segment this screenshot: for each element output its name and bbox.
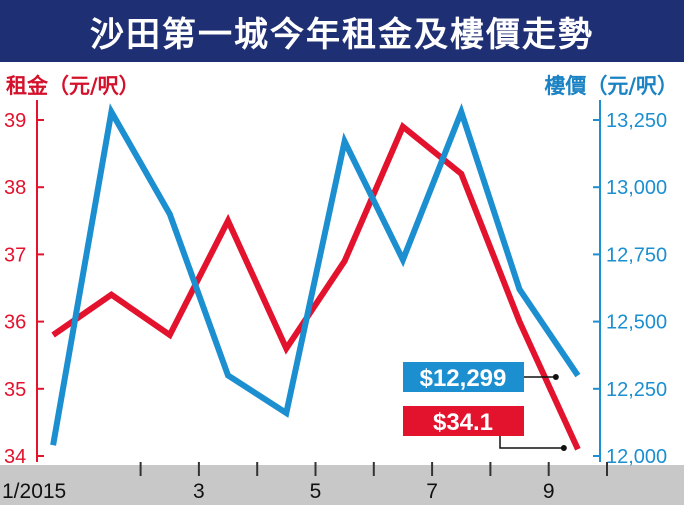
price-end-label-box	[403, 362, 524, 392]
rent-leader-dot	[560, 445, 567, 451]
left-axis-title: 租金（元/呎）	[6, 74, 140, 98]
x-tick-label: 1/2015	[2, 480, 66, 503]
x-tick-label: 7	[426, 480, 438, 503]
rent-end-label: $34.1	[433, 409, 493, 436]
right-tick-label: 13,250	[606, 110, 667, 132]
x-tick-label: 9	[543, 480, 555, 503]
price-series-line	[50, 103, 581, 446]
rent-leader-line	[499, 436, 564, 449]
x-tick-label: 3	[193, 480, 205, 503]
left-tick-label: 39	[4, 110, 26, 132]
right-tick-label: 12,250	[606, 379, 667, 401]
rent-end-label-box	[403, 406, 524, 436]
rent-series-line	[51, 121, 581, 451]
left-tick-label: 34	[4, 446, 26, 468]
chart-title: 沙田第一城今年租金及樓價走勢	[0, 0, 684, 62]
x-axis-band	[0, 465, 684, 505]
price-end-label: $12,299	[420, 365, 507, 392]
left-tick-label: 38	[4, 177, 26, 199]
right-tick-label: 12,500	[606, 312, 667, 334]
left-tick-label: 37	[4, 244, 26, 266]
x-tick-label: 5	[310, 480, 322, 503]
price-leader-dot	[552, 374, 559, 380]
left-tick-label: 35	[4, 379, 26, 401]
right-axis-title: 樓價（元/呎）	[544, 74, 678, 98]
right-tick-label: 12,000	[606, 446, 667, 468]
left-tick-label: 36	[4, 312, 26, 334]
right-tick-label: 13,000	[606, 177, 667, 199]
right-tick-label: 12,750	[606, 244, 667, 266]
